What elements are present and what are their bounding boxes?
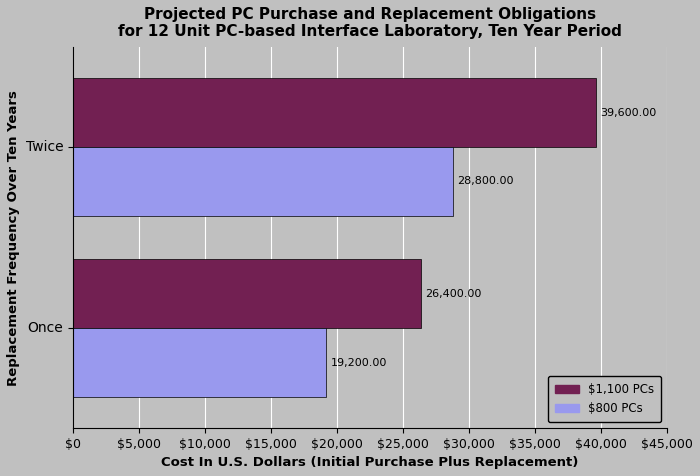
X-axis label: Cost In U.S. Dollars (Initial Purchase Plus Replacement): Cost In U.S. Dollars (Initial Purchase P… — [161, 456, 579, 469]
Legend: $1,100 PCs, $800 PCs: $1,100 PCs, $800 PCs — [548, 376, 662, 422]
Text: 28,800.00: 28,800.00 — [457, 177, 514, 187]
Bar — [73, 147, 453, 216]
Text: 26,400.00: 26,400.00 — [426, 289, 482, 299]
Text: 39,600.00: 39,600.00 — [600, 108, 656, 118]
Bar — [73, 328, 326, 397]
Y-axis label: Replacement Frequency Over Ten Years: Replacement Frequency Over Ten Years — [7, 89, 20, 386]
Bar — [73, 259, 421, 328]
Text: 19,200.00: 19,200.00 — [330, 357, 386, 367]
Title: Projected PC Purchase and Replacement Obligations
for 12 Unit PC-based Interface: Projected PC Purchase and Replacement Ob… — [118, 7, 622, 40]
Bar — [73, 78, 596, 147]
